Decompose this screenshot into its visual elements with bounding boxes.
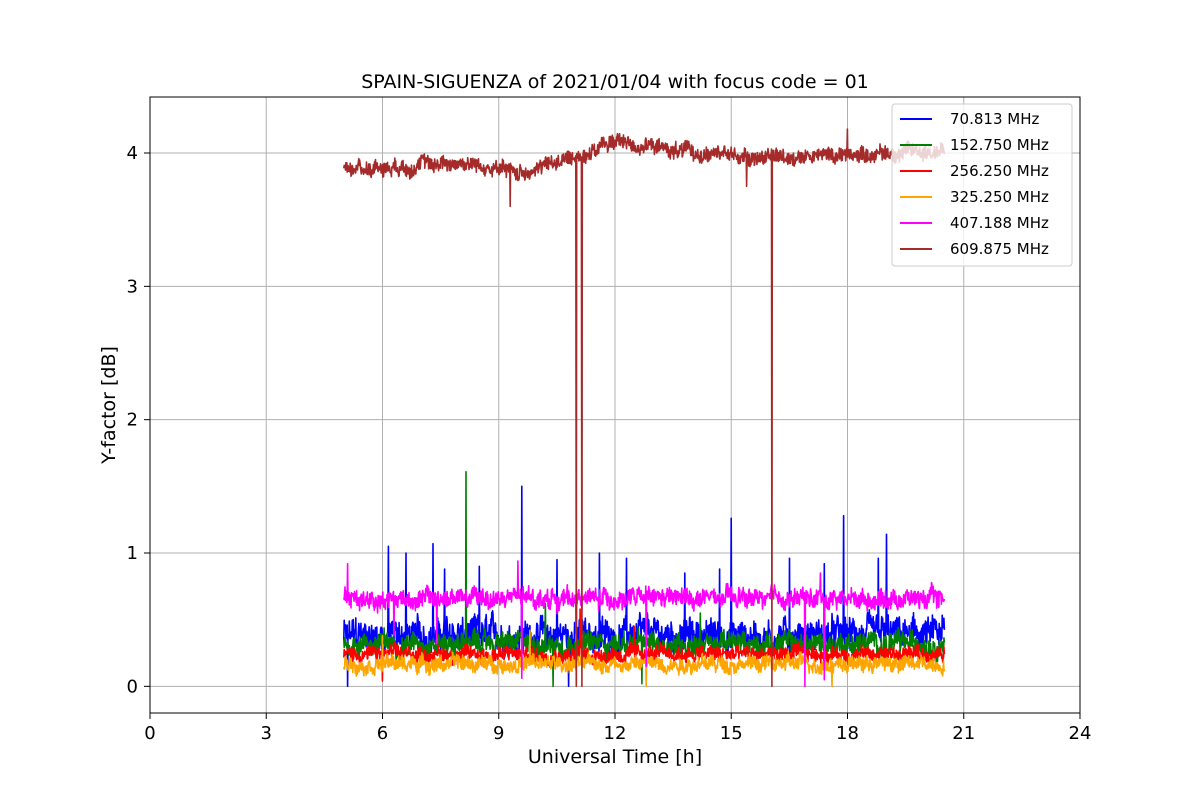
x-tick-label-2: 6: [377, 723, 388, 744]
series-line-3: [343, 629, 946, 688]
series-line-1: [343, 470, 946, 688]
x-tick-label-0: 0: [144, 723, 155, 744]
series-line-5: [343, 128, 946, 688]
y-tick-label-4: 4: [127, 143, 138, 164]
legend-label-4: 407.188 MHz: [950, 214, 1049, 232]
y-axis-label: Y-factor [dB]: [98, 346, 120, 465]
x-tick-label-5: 15: [720, 723, 743, 744]
y-tick-label-3: 3: [127, 276, 138, 297]
legend-label-0: 70.813 MHz: [950, 110, 1039, 128]
chart-title: SPAIN-SIGUENZA of 2021/01/04 with focus …: [361, 71, 869, 93]
legend-label-1: 152.750 MHz: [950, 136, 1049, 154]
y-tick-label-0: 0: [127, 676, 138, 697]
legend-box: [891, 103, 1073, 267]
x-tick-label-7: 21: [952, 723, 975, 744]
x-tick-label-1: 3: [261, 723, 272, 744]
series-line-4: [343, 560, 946, 688]
x-axis-label: Universal Time [h]: [528, 746, 702, 768]
x-tick-label-3: 9: [493, 723, 504, 744]
y-tick-label-2: 2: [127, 410, 138, 431]
series-line-0: [343, 485, 946, 688]
x-tick-label-6: 18: [836, 723, 859, 744]
x-tick-label-4: 12: [604, 723, 627, 744]
x-tick-label-8: 24: [1069, 723, 1092, 744]
legend-label-3: 325.250 MHz: [950, 188, 1049, 206]
y-tick-label-1: 1: [127, 543, 138, 564]
series-layer: [343, 128, 946, 688]
legend-label-5: 609.875 MHz: [950, 240, 1049, 258]
legend: 70.813 MHz 152.750 MHz 256.250 MHz 325.250 …: [891, 103, 1073, 267]
legend-label-2: 256.250 MHz: [950, 162, 1049, 180]
